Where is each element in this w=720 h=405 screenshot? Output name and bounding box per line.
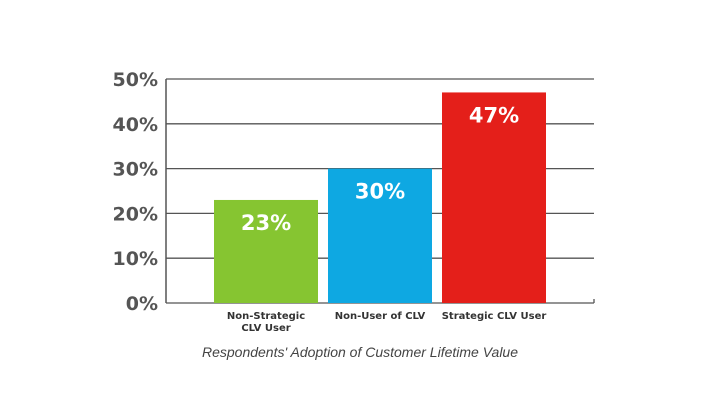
bar-1 xyxy=(214,199,318,303)
x-tick-label: Non-Strategic xyxy=(227,311,305,322)
x-tick-label: CLV User xyxy=(241,323,290,334)
x-tick-label: Strategic CLV User xyxy=(442,311,547,322)
y-tick-label: 20% xyxy=(113,203,158,225)
y-tick-label: 40% xyxy=(113,114,158,136)
y-tick-label: 50% xyxy=(113,69,158,91)
bar-2 xyxy=(328,168,432,303)
data-label: 30% xyxy=(355,180,405,204)
chart-caption: Respondents' Adoption of Customer Lifeti… xyxy=(201,344,519,360)
data-label: 47% xyxy=(469,103,519,127)
x-tick-label: Non-User of CLV xyxy=(335,311,426,322)
y-tick-label: 10% xyxy=(113,248,158,270)
data-label: 23% xyxy=(241,211,291,235)
bar-3 xyxy=(442,92,546,303)
y-tick-label: 0% xyxy=(126,293,158,315)
y-tick-label: 30% xyxy=(113,159,158,181)
